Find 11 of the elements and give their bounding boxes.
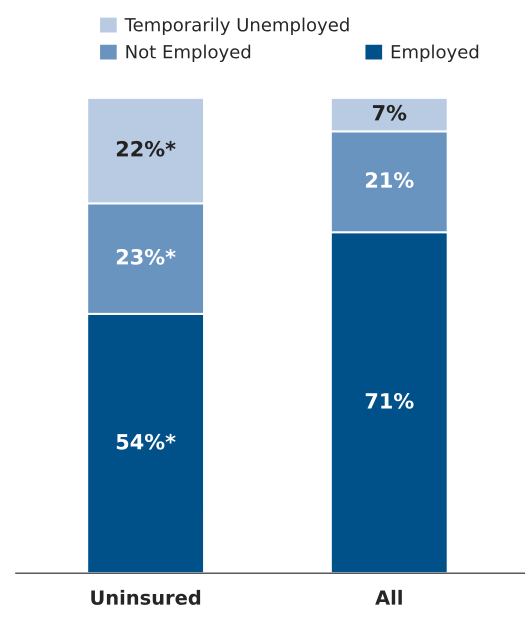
data-label: 23%* <box>116 248 176 265</box>
data-label: 71% <box>366 393 414 409</box>
x-tick-label: All <box>375 590 402 605</box>
data-label: 54%* <box>116 434 176 450</box>
legend-label: Not Employed <box>126 44 250 62</box>
data-label: 22%* <box>116 140 176 157</box>
legend-label: Employed <box>392 44 478 62</box>
data-label: 21% <box>366 172 414 188</box>
data-label: 7% <box>372 104 406 121</box>
x-tick-label: Uninsured <box>91 590 200 605</box>
legend-label: Temporarily Unemployed <box>124 18 349 36</box>
